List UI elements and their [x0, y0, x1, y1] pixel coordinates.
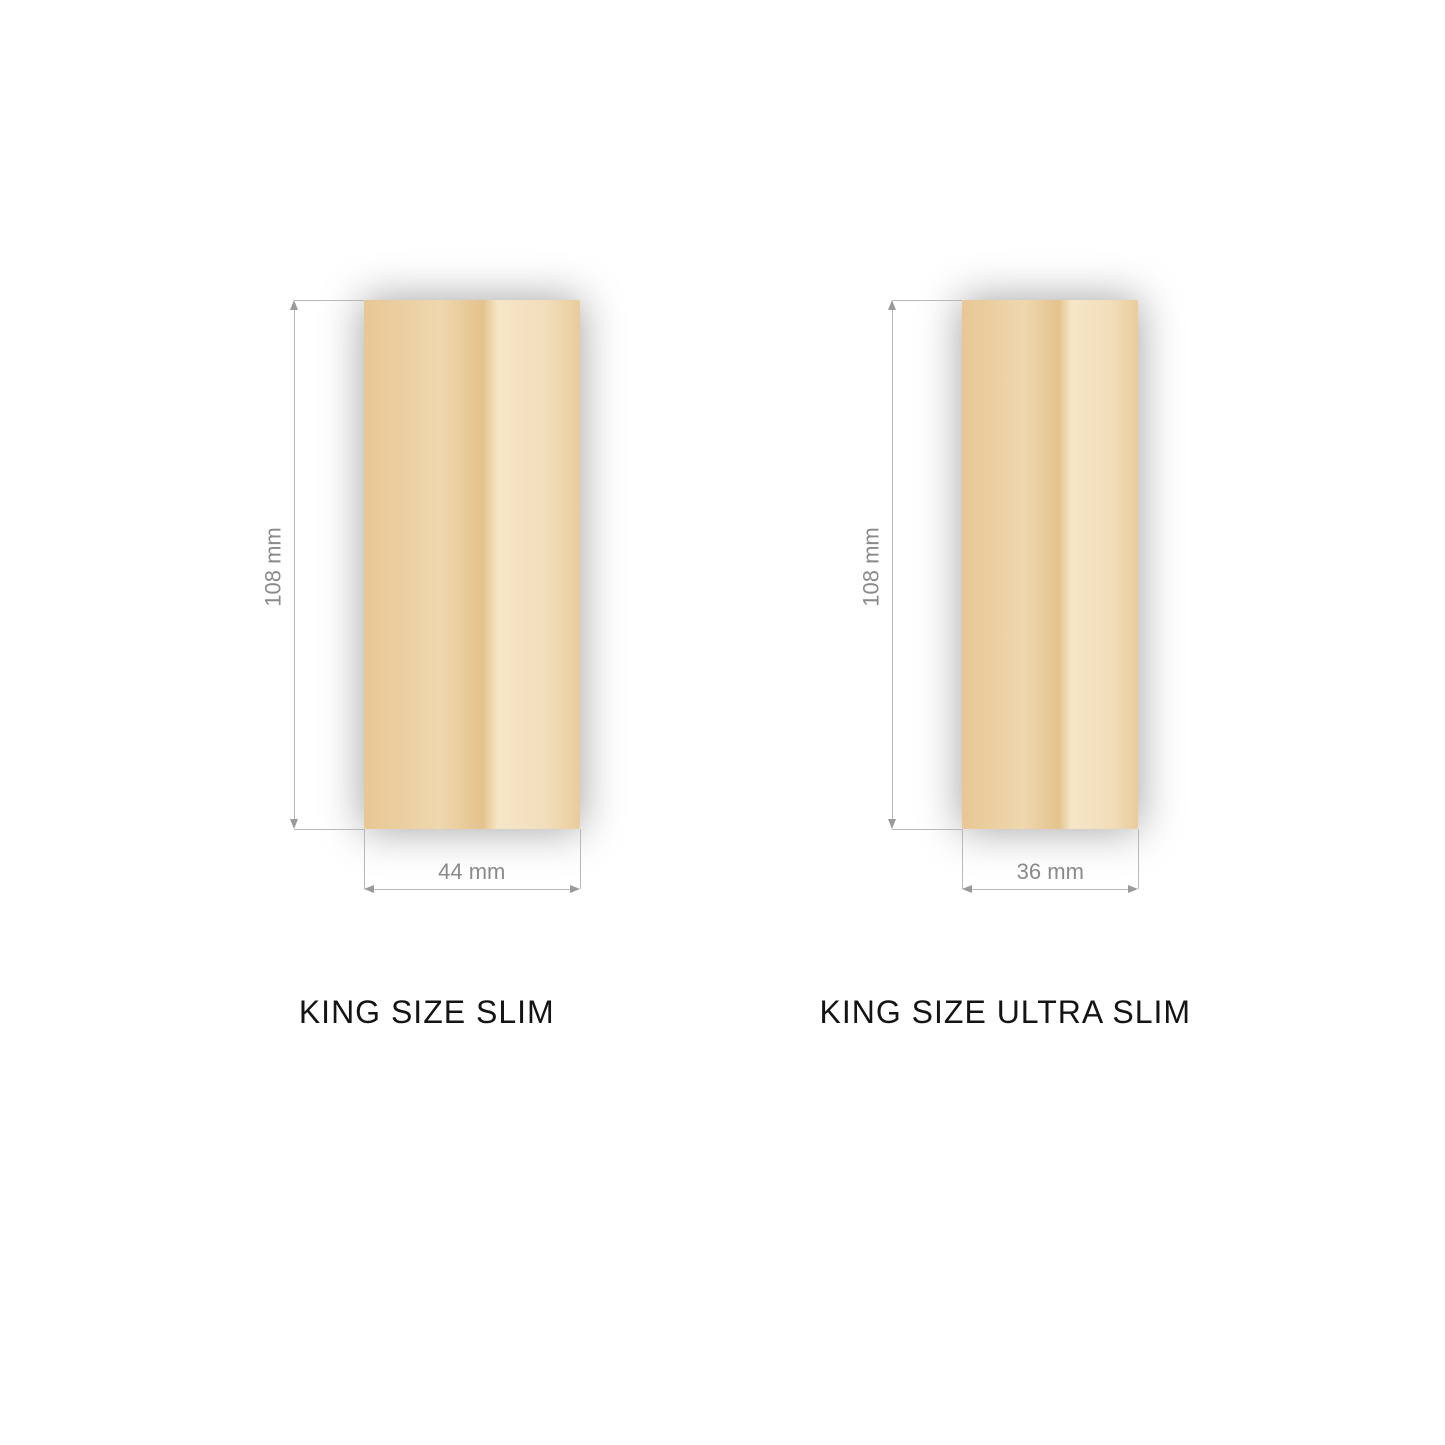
- arrow-left-icon: [364, 885, 374, 893]
- arrow-up-icon: [290, 300, 298, 310]
- product-king-size-ultra-slim: 108 mm 36 mm KING SIZE ULTRA SLIM: [820, 300, 1191, 1031]
- dimension-line-vertical: [892, 310, 893, 819]
- dimension-tick: [294, 829, 364, 830]
- product-title: KING SIZE ULTRA SLIM: [820, 994, 1191, 1031]
- product-title: KING SIZE SLIM: [299, 994, 555, 1031]
- arrow-left-icon: [962, 885, 972, 893]
- dimension-tick: [892, 300, 962, 301]
- arrow-down-icon: [888, 819, 896, 829]
- width-label: 36 mm: [962, 859, 1138, 885]
- product-king-size-slim: 108 mm 44 mm KING SIZE SLIM: [254, 300, 600, 1031]
- width-label: 44 mm: [364, 859, 580, 885]
- arrow-right-icon: [570, 885, 580, 893]
- arrow-down-icon: [290, 819, 298, 829]
- dimension-tick: [892, 829, 962, 830]
- dimension-tick: [580, 829, 581, 889]
- dimension-line-vertical: [294, 310, 295, 819]
- arrow-up-icon: [888, 300, 896, 310]
- diagram-area: 108 mm 36 mm: [852, 300, 1158, 939]
- diagram-area: 108 mm 44 mm: [254, 300, 600, 939]
- height-label: 108 mm: [859, 527, 885, 606]
- dimension-tick: [294, 300, 364, 301]
- paper-swatch: [364, 300, 580, 829]
- arrow-right-icon: [1128, 885, 1138, 893]
- paper-swatch: [962, 300, 1138, 829]
- comparison-container: 108 mm 44 mm KING SIZE SLIM 108 mm 36 mm K…: [0, 0, 1445, 1031]
- dimension-line-horizontal: [972, 889, 1128, 890]
- height-label: 108 mm: [261, 527, 287, 606]
- dimension-tick: [1138, 829, 1139, 889]
- dimension-line-horizontal: [374, 889, 570, 890]
